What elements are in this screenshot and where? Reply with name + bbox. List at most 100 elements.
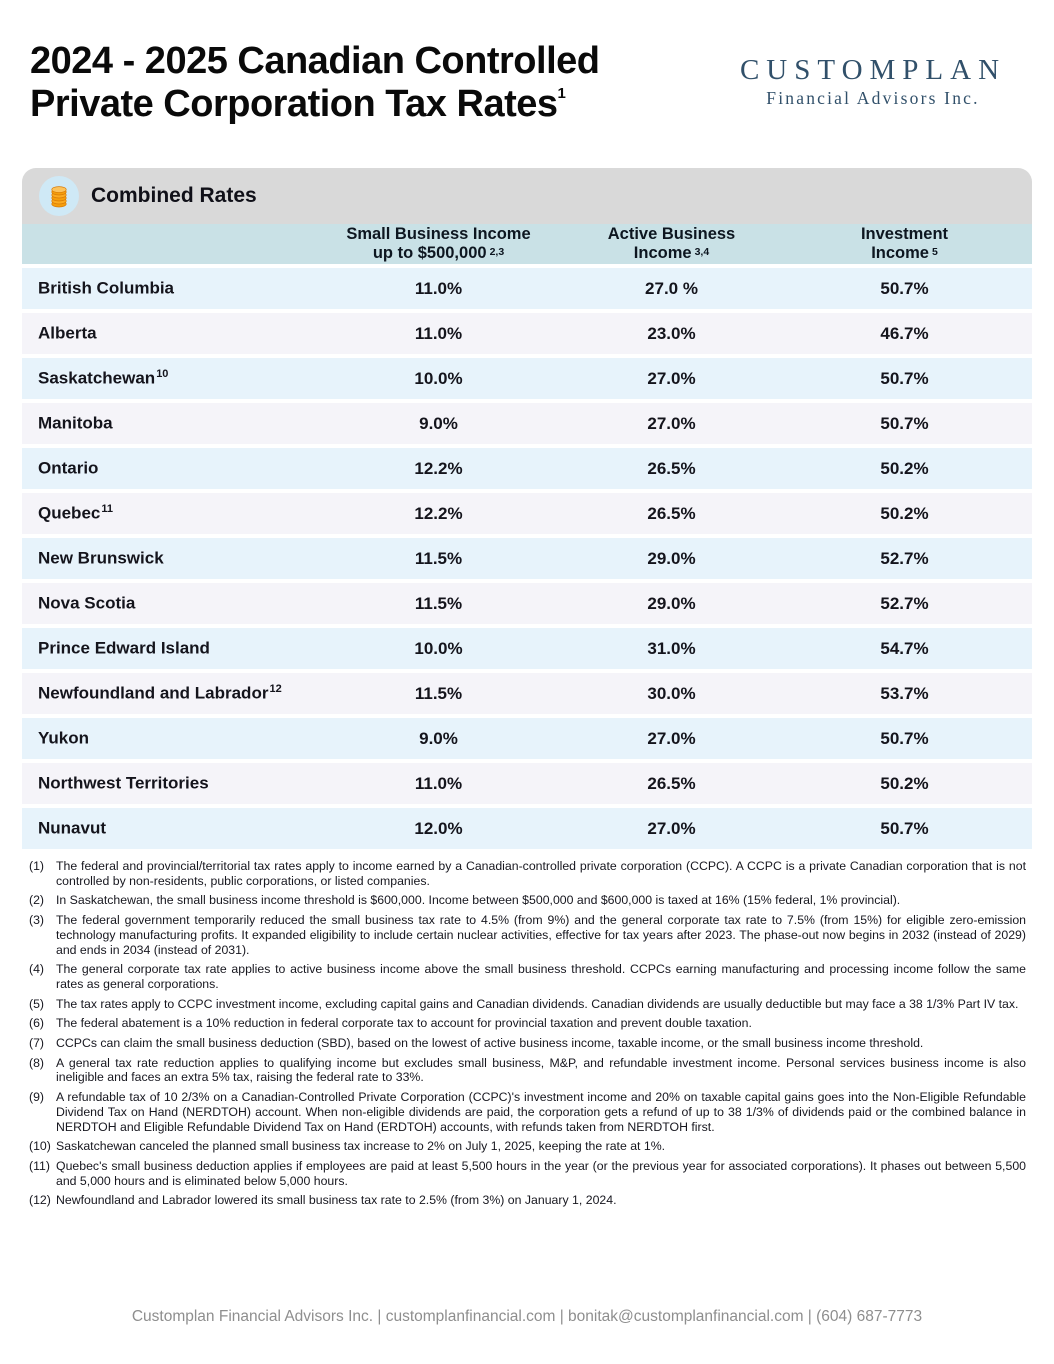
- section-title: Combined Rates: [91, 184, 257, 207]
- active-business-rate: 27.0%: [647, 368, 696, 388]
- title-footnote-ref: 1: [557, 84, 566, 102]
- footnote-number: (6): [29, 1016, 45, 1031]
- investment-rate: 54.7%: [880, 638, 929, 658]
- investment-rate: 50.7%: [880, 728, 929, 748]
- province-name: New Brunswick: [38, 548, 164, 568]
- footnote-number: (3): [29, 913, 45, 928]
- footnote: (2) In Saskatchewan, the small business …: [29, 893, 1026, 908]
- active-business-rate: 27.0%: [647, 818, 696, 838]
- coins-icon: [39, 176, 79, 216]
- investment-rate: 50.7%: [880, 278, 929, 298]
- footnote-number: (11): [29, 1158, 50, 1173]
- page-footer: Customplan Financial Advisors Inc. | cus…: [0, 1308, 1054, 1326]
- footnote-text: A general tax rate reduction applies to …: [56, 1055, 1026, 1085]
- table-row: Prince Edward Island 10.0% 31.0% 54.7%: [22, 628, 1032, 669]
- footnote-text: Saskatchewan canceled the planned small …: [56, 1139, 666, 1154]
- province-name: Northwest Territories: [38, 773, 209, 793]
- active-business-rate: 29.0%: [647, 548, 696, 568]
- investment-rate: 52.7%: [880, 593, 929, 613]
- investment-rate: 46.7%: [880, 323, 929, 343]
- small-business-rate: 11.0%: [414, 278, 463, 298]
- small-business-rate: 12.2%: [414, 458, 463, 478]
- investment-rate: 50.2%: [880, 458, 929, 478]
- active-business-rate: 27.0%: [647, 728, 696, 748]
- footnote-text: The federal and provincial/territorial t…: [56, 859, 1026, 888]
- investment-rate: 50.2%: [880, 773, 929, 793]
- page-title: 2024 - 2025 Canadian Controlled Private C…: [30, 40, 600, 125]
- province-name: Alberta: [38, 323, 97, 343]
- table-row: Newfoundland and Labrador12 11.5% 30.0% …: [22, 673, 1032, 714]
- column-header-line1: Small Business Income: [346, 225, 531, 243]
- footnote-text: Newfoundland and Labrador lowered its sm…: [56, 1193, 617, 1208]
- footnote-number: (2): [29, 893, 45, 908]
- active-business-rate: 31.0%: [647, 638, 696, 658]
- footnotes-section: (1) The federal and provincial/territori…: [29, 859, 1026, 1213]
- company-logo-name: CUSTOMPLAN: [739, 54, 1007, 86]
- column-footnote-ref: 3,4: [694, 245, 710, 258]
- table-row: Saskatchewan10 10.0% 27.0% 50.7%: [22, 358, 1032, 399]
- footnote-text: CCPCs can claim the small business deduc…: [56, 1036, 924, 1051]
- table-row: New Brunswick 11.5% 29.0% 52.7%: [22, 538, 1032, 579]
- footnote-text: In Saskatchewan, the small business inco…: [56, 893, 901, 908]
- column-header: Active Business Income 3,4: [555, 225, 788, 262]
- footnote: (6) The federal abatement is a 10% reduc…: [29, 1016, 1026, 1031]
- footnote: (8) A general tax rate reduction applies…: [29, 1056, 1026, 1085]
- table-row: Ontario 12.2% 26.5% 50.2%: [22, 448, 1032, 489]
- footnote-number: (7): [29, 1036, 45, 1051]
- column-header-line2: Income 5: [871, 243, 938, 262]
- table-row: Yukon 9.0% 27.0% 50.7%: [22, 718, 1032, 759]
- table-row: Manitoba 9.0% 27.0% 50.7%: [22, 403, 1032, 444]
- province-name: Nunavut: [38, 818, 106, 838]
- column-header-line1: Active Business: [607, 225, 736, 243]
- footnote-number: (1): [29, 859, 45, 873]
- investment-rate: 50.7%: [880, 818, 929, 838]
- section-header: Combined Rates: [22, 168, 1032, 224]
- small-business-rate: 12.2%: [414, 503, 463, 523]
- footnote-text: A refundable tax of 10 2/3% on a Canadia…: [56, 1090, 1026, 1134]
- investment-rate: 50.7%: [880, 368, 929, 388]
- province-footnote-ref: 11: [101, 503, 113, 516]
- province-name: Nova Scotia: [38, 593, 136, 613]
- table-row: Northwest Territories 11.0% 26.5% 50.2%: [22, 763, 1032, 804]
- table-row: Quebec11 12.2% 26.5% 50.2%: [22, 493, 1032, 534]
- footnote: (10) Saskatchewan canceled the planned s…: [29, 1139, 1026, 1154]
- active-business-rate: 29.0%: [647, 593, 696, 613]
- column-header: Small Business Income up to $500,000 2,3: [322, 225, 555, 262]
- footnote-text: The federal government temporarily reduc…: [56, 913, 1026, 957]
- footnote-text: The federal abatement is a 10% reduction…: [56, 1016, 752, 1031]
- small-business-rate: 9.0%: [419, 413, 458, 433]
- active-business-rate: 23.0%: [647, 323, 696, 343]
- active-business-rate: 26.5%: [647, 503, 696, 523]
- active-business-rate: 27.0 %: [645, 278, 698, 298]
- investment-rate: 50.2%: [880, 503, 929, 523]
- active-business-rate: 26.5%: [647, 773, 696, 793]
- province-name: Manitoba: [38, 413, 113, 433]
- footnote-text: The tax rates apply to CCPC investment i…: [56, 996, 1019, 1011]
- small-business-rate: 12.0%: [414, 818, 463, 838]
- column-header-line1: Investment: [860, 225, 949, 243]
- province-name: Ontario: [38, 458, 99, 478]
- footnote-text: The general corporate tax rate applies t…: [56, 962, 1026, 991]
- footnote-text: Quebec's small business deduction applie…: [56, 1158, 1026, 1188]
- table-header-row: Small Business Income up to $500,000 2,3 …: [22, 224, 1032, 264]
- small-business-rate: 11.5%: [414, 548, 463, 568]
- province-name: Quebec11: [38, 503, 113, 523]
- table-row: Nunavut 12.0% 27.0% 50.7%: [22, 808, 1032, 849]
- footnote: (5) The tax rates apply to CCPC investme…: [29, 997, 1026, 1012]
- small-business-rate: 11.0%: [414, 323, 463, 343]
- active-business-rate: 27.0%: [647, 413, 696, 433]
- footnote-number: (8): [29, 1055, 45, 1070]
- footnote-number: (12): [29, 1193, 51, 1208]
- small-business-rate: 11.5%: [414, 683, 463, 703]
- footnote-number: (5): [29, 996, 45, 1011]
- company-logo: CUSTOMPLAN Financial Advisors Inc.: [728, 54, 1018, 109]
- footnote: (9) A refundable tax of 10 2/3% on a Can…: [29, 1090, 1026, 1134]
- small-business-rate: 9.0%: [419, 728, 458, 748]
- table-row: British Columbia 11.0% 27.0 % 50.7%: [22, 268, 1032, 309]
- active-business-rate: 30.0%: [647, 683, 696, 703]
- footnote: (7) CCPCs can claim the small business d…: [29, 1036, 1026, 1051]
- small-business-rate: 11.0%: [414, 773, 463, 793]
- investment-rate: 53.7%: [880, 683, 929, 703]
- province-name: Saskatchewan10: [38, 368, 169, 388]
